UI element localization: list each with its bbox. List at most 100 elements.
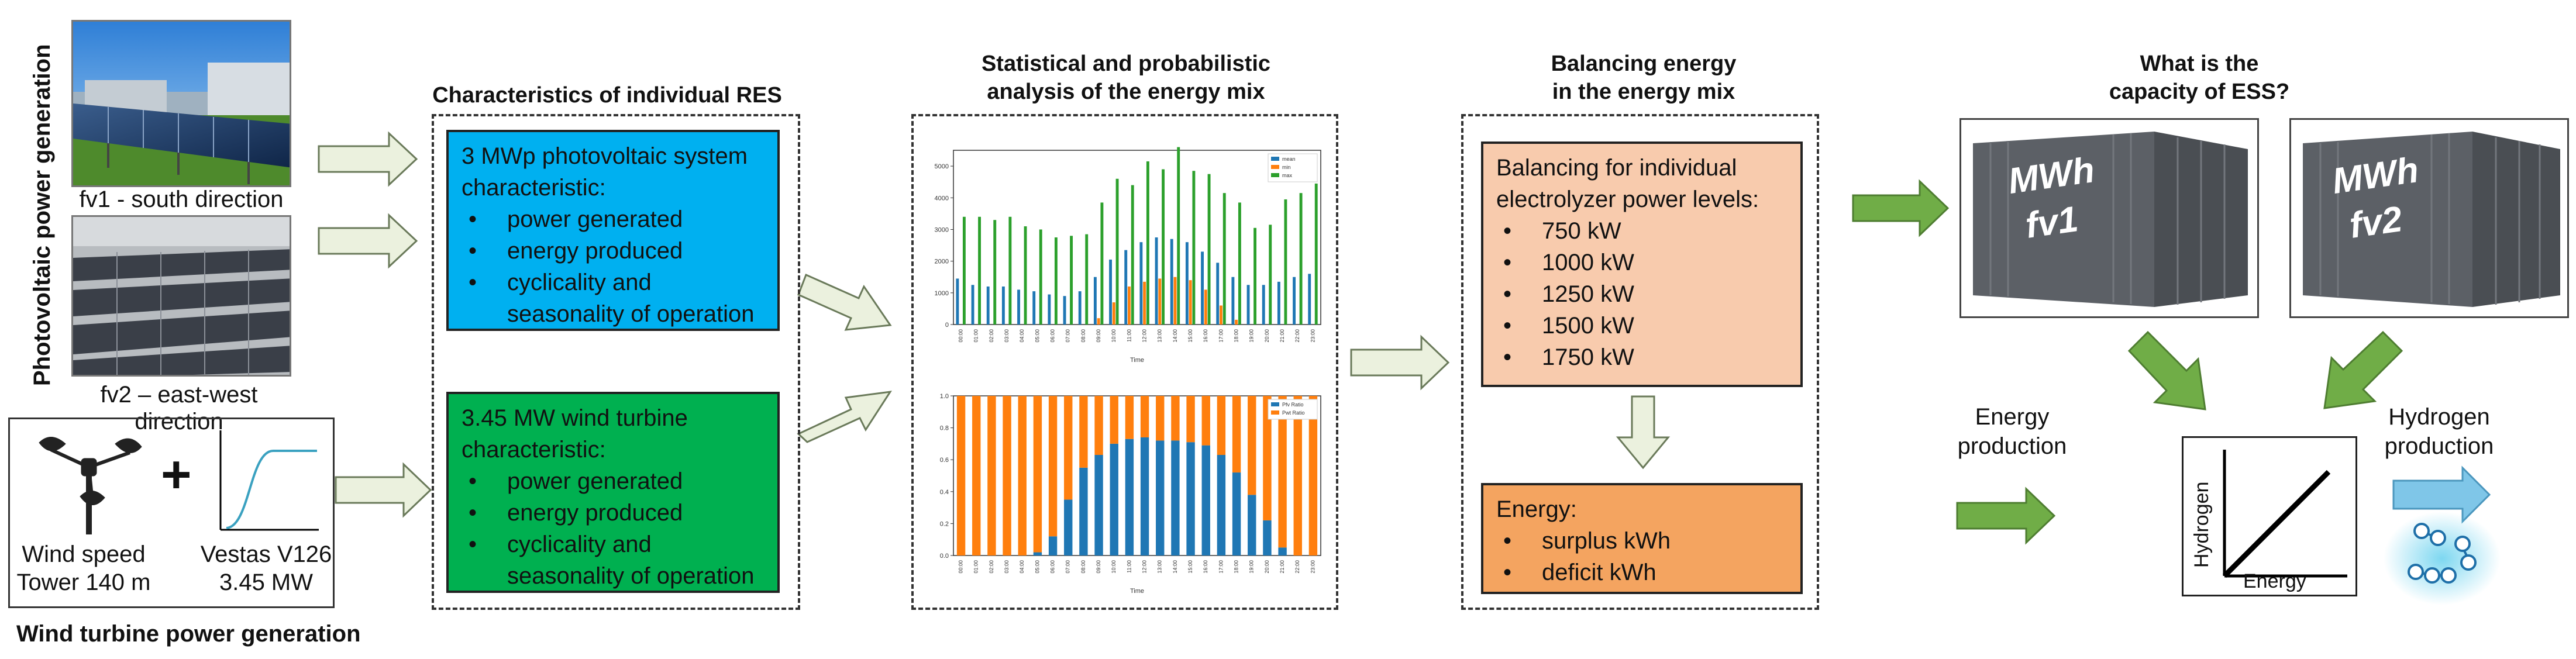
bar <box>1017 289 1021 325</box>
bar <box>956 278 959 325</box>
bar <box>1204 289 1207 325</box>
x-tick-label: 10:00 <box>1111 329 1117 343</box>
x-tick-label: 03:00 <box>1004 560 1010 574</box>
x-tick-label: 17:00 <box>1218 329 1224 343</box>
energy-production-line1: Energy <box>1975 404 2050 430</box>
bar-segment <box>1232 396 1241 473</box>
level-item: 1750 kW <box>1496 341 1788 373</box>
bar <box>1207 174 1211 325</box>
res-section-frame <box>432 114 800 610</box>
x-tick-label: 05:00 <box>1034 560 1040 574</box>
res-section-title: Characteristics of individual RES <box>432 83 782 108</box>
bar <box>1220 305 1222 325</box>
bar <box>1231 277 1235 325</box>
x-tick-label: 00:00 <box>958 560 963 574</box>
wind-item-energy: energy produced <box>462 497 764 529</box>
bar-segment <box>1064 499 1073 556</box>
bar <box>1185 242 1189 325</box>
y-tick-label: 0.2 <box>940 520 949 527</box>
y-tick-label: 1.0 <box>940 393 949 400</box>
bar <box>1097 318 1100 325</box>
x-tick-label: 07:00 <box>1065 560 1071 574</box>
bar-segment <box>1293 396 1302 556</box>
bar-segment <box>1248 396 1256 495</box>
bar-segment <box>1263 520 1272 556</box>
pfv-pwt-ratio-stacked-chart: 0.0 0.2 0.4 0.6 0.8 1.0 00:00 01:00 02:00 03:00 04… <box>940 393 1321 595</box>
x-tick-label: 22:00 <box>1294 560 1300 574</box>
x-tick-label: 04:00 <box>1019 560 1025 574</box>
arrow-energy-production <box>1956 487 2056 545</box>
wind-characteristic-box: 3.45 MW wind turbine characteristic: pow… <box>446 392 780 593</box>
hydrogen-production-line2: production <box>2384 433 2494 459</box>
bar <box>1032 291 1036 325</box>
x-tick-label: 19:00 <box>1249 560 1255 574</box>
arrow-levels-to-energy <box>1616 395 1671 470</box>
energy-item-deficit: deficit kWh <box>1496 557 1788 588</box>
x-tick-label: 02:00 <box>989 560 994 574</box>
bar <box>1158 278 1162 325</box>
bar-segment <box>1171 396 1180 441</box>
bar <box>1008 216 1012 325</box>
hydrogen-energy-plot: Hydrogen Energy <box>2182 436 2357 596</box>
bar <box>1124 250 1128 325</box>
mean-min-max-bar-chart: 0 1000 2000 3000 4000 5000 00:00 01:00 02:00 03:0… <box>935 147 1321 364</box>
bar-segment <box>1048 396 1058 537</box>
y-tick-label: 0.6 <box>940 457 949 464</box>
x-tick-label: 09:00 <box>1096 329 1101 343</box>
bar <box>1293 277 1296 325</box>
bar-segment <box>1048 536 1058 556</box>
pv-east-west-photo <box>71 215 291 377</box>
bar-segment <box>1064 396 1073 500</box>
bar <box>1112 302 1115 325</box>
energy-box-heading: Energy: <box>1496 496 1577 522</box>
x-tick-label: 06:00 <box>1049 329 1055 343</box>
bar-segment <box>987 396 996 556</box>
arrow-pv2 <box>318 213 418 269</box>
balancing-title-line2: in the energy mix <box>1552 80 1735 104</box>
legend-label: Pwt Ratio <box>1282 410 1305 416</box>
x-tick-label: 09:00 <box>1096 560 1101 574</box>
bar-segment <box>1094 455 1103 556</box>
wind-item-cyclicality: cyclicality and seasonality of operation <box>462 529 764 592</box>
hydrogen-production-line1: Hydrogen <box>2388 404 2490 430</box>
arrow-ess2-to-plot <box>2323 330 2403 409</box>
bar <box>1216 263 1220 325</box>
x-axis-label: Time <box>1130 588 1144 595</box>
bar <box>1253 227 1257 325</box>
bar-segment <box>1094 396 1103 456</box>
wind-box-heading: 3.45 MW wind turbine characteristic: <box>462 405 688 463</box>
legend-swatch <box>1271 165 1279 169</box>
legend-swatch <box>1271 402 1279 406</box>
y-tick-label: 0.8 <box>940 425 949 432</box>
bar-segment <box>1201 396 1210 446</box>
chart-legend: mean min max <box>1268 153 1318 182</box>
x-tick-label: 02:00 <box>989 329 994 343</box>
bar-segment <box>1140 396 1149 437</box>
x-tick-label: 21:00 <box>1279 329 1285 343</box>
legend-swatch <box>1271 157 1279 161</box>
arrow-pv1 <box>318 131 418 187</box>
bar-segment <box>1125 396 1134 439</box>
pv-box-heading: 3 MWp photovoltaic system characteristic… <box>462 143 748 201</box>
bar <box>1235 319 1238 325</box>
x-tick-label: 08:00 <box>1080 329 1086 343</box>
plot-area <box>953 395 1321 556</box>
bar <box>993 220 997 325</box>
bar-segment <box>1033 396 1042 553</box>
x-tick-label: 04:00 <box>1019 329 1025 343</box>
bar <box>1170 239 1173 325</box>
bar <box>1109 259 1113 325</box>
x-tick-label: 16:00 <box>1203 329 1208 343</box>
bar-segment <box>1110 443 1118 556</box>
bar-segment <box>1156 396 1165 441</box>
x-tick-label: 03:00 <box>1004 329 1010 343</box>
x-tick-label: 08:00 <box>1080 560 1086 574</box>
energy-production-line2: production <box>1957 433 2067 459</box>
wind-measurement-box: + Wind speed Tower 140 m Vestas V126 3.4… <box>8 418 335 608</box>
turbine-model-label: Vestas V126 <box>200 541 332 567</box>
bar <box>1063 296 1066 325</box>
anemometer-icon <box>39 437 142 534</box>
x-tick-label: 16:00 <box>1203 560 1208 574</box>
bar <box>962 216 966 325</box>
x-tick-label: 07:00 <box>1065 329 1071 343</box>
